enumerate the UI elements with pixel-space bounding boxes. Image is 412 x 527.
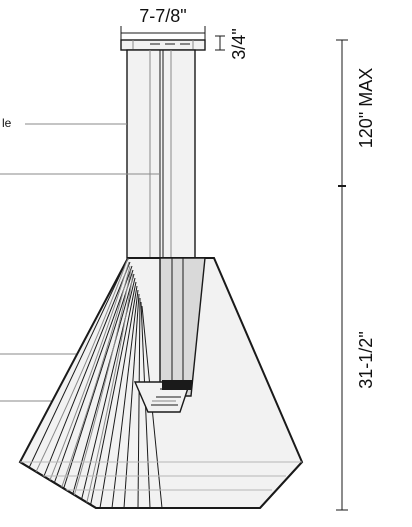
top-callout-fragment: le [2, 116, 12, 130]
shade-height-label: 31-1/2" [356, 331, 376, 388]
canopy-width-label: 7-7/8" [139, 6, 186, 26]
canopy-height-label: 3/4" [229, 28, 249, 59]
overall-max-label: 120" MAX [356, 68, 376, 148]
canopy [120, 39, 206, 51]
stem [126, 49, 196, 259]
right-dimension-line [336, 39, 348, 511]
top-dimension: 7-7/8" [120, 6, 206, 40]
lamp-shade [18, 257, 304, 509]
canopy-height-dimension: 3/4" [215, 28, 249, 60]
